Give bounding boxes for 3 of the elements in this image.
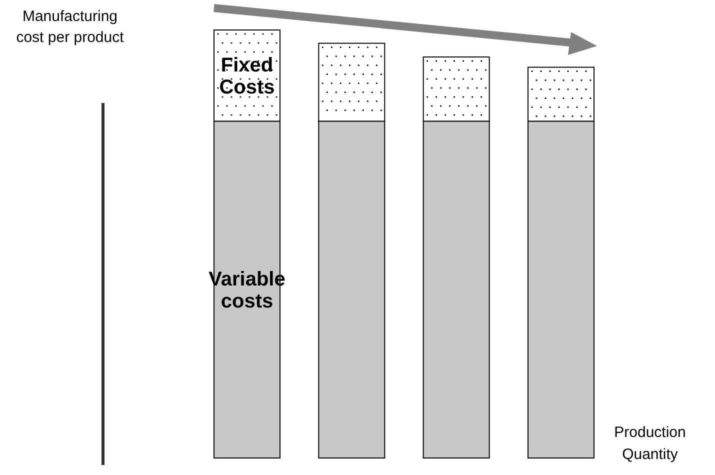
y-axis-title: Manufacturing cost per product: [16, 8, 125, 46]
x-axis-title: Production Quantity: [614, 424, 686, 463]
series-label: Fixed Costs: [219, 54, 275, 99]
